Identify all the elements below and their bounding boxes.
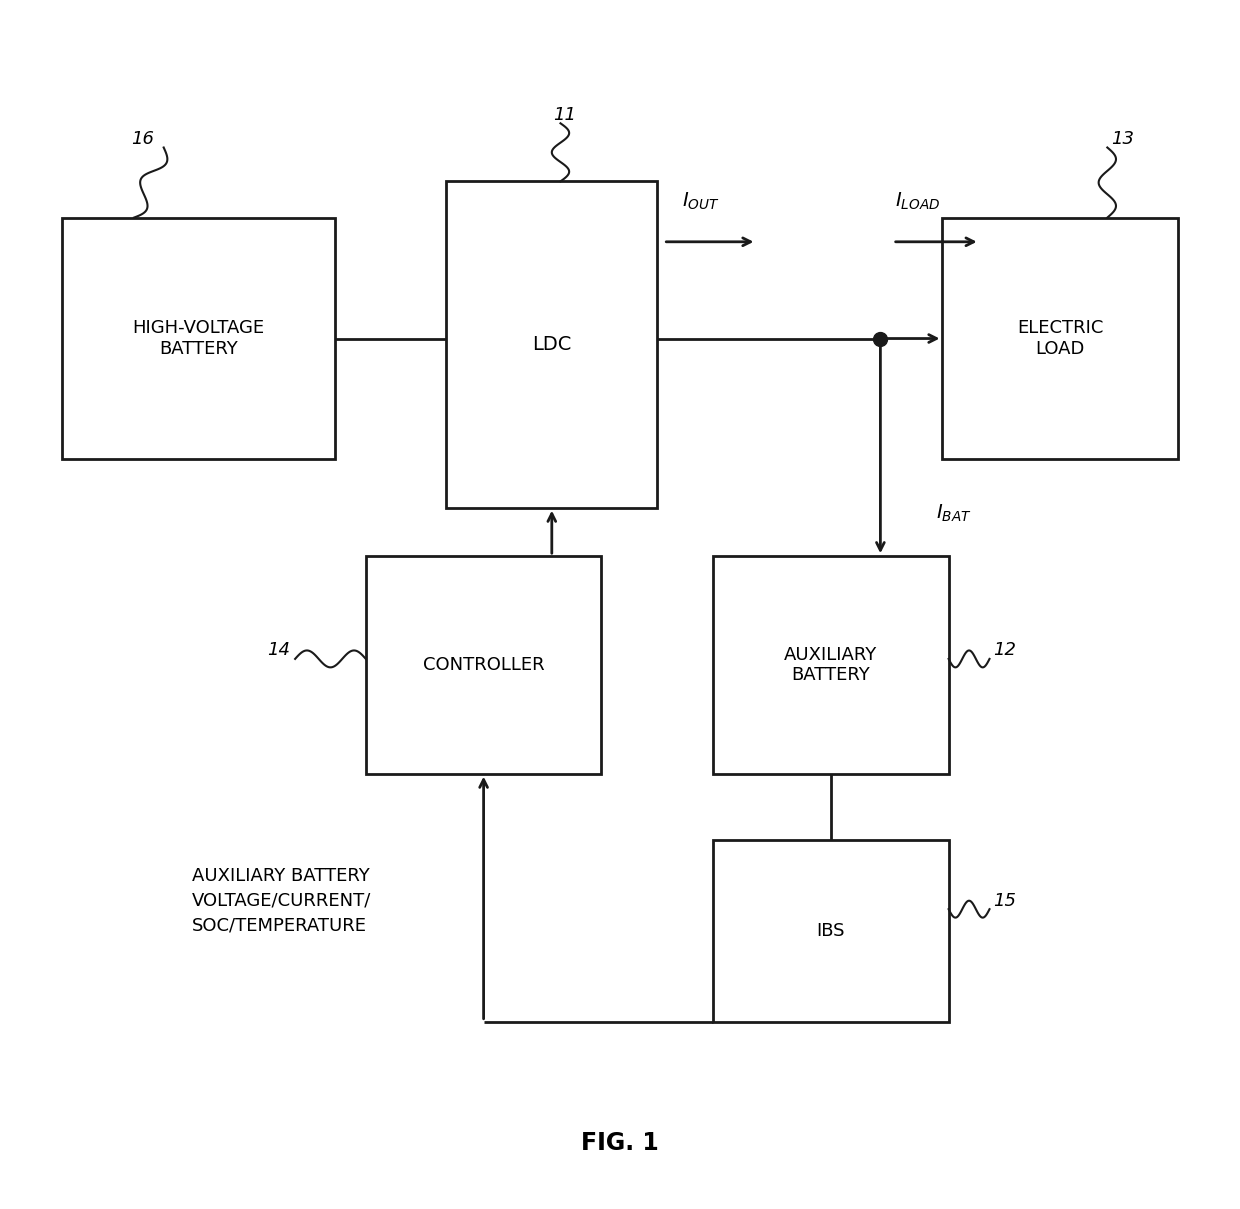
Text: AUXILIARY BATTERY
VOLTAGE/CURRENT/
SOC/TEMPERATURE: AUXILIARY BATTERY VOLTAGE/CURRENT/ SOC/T… bbox=[192, 867, 372, 935]
Bar bbox=[713, 840, 949, 1022]
Text: $I_{OUT}$: $I_{OUT}$ bbox=[682, 190, 719, 212]
Text: $I_{LOAD}$: $I_{LOAD}$ bbox=[895, 190, 940, 212]
Text: AUXILIARY
BATTERY: AUXILIARY BATTERY bbox=[784, 646, 878, 684]
Bar bbox=[446, 181, 657, 508]
Text: HIGH-VOLTAGE
BATTERY: HIGH-VOLTAGE BATTERY bbox=[133, 319, 264, 358]
Text: 13: 13 bbox=[1111, 131, 1133, 147]
Bar bbox=[62, 218, 335, 459]
Bar bbox=[942, 218, 1178, 459]
Bar bbox=[713, 556, 949, 774]
Text: 11: 11 bbox=[553, 106, 575, 123]
Text: ELECTRIC
LOAD: ELECTRIC LOAD bbox=[1017, 319, 1104, 358]
Text: IBS: IBS bbox=[817, 922, 844, 939]
Text: $I_{BAT}$: $I_{BAT}$ bbox=[936, 503, 972, 525]
Text: 16: 16 bbox=[131, 131, 154, 147]
Text: 12: 12 bbox=[993, 642, 1016, 659]
Text: CONTROLLER: CONTROLLER bbox=[423, 656, 544, 673]
Text: FIG. 1: FIG. 1 bbox=[582, 1130, 658, 1155]
Text: 14: 14 bbox=[268, 642, 290, 659]
Text: 15: 15 bbox=[993, 892, 1016, 909]
Text: LDC: LDC bbox=[532, 335, 572, 354]
Bar bbox=[366, 556, 601, 774]
